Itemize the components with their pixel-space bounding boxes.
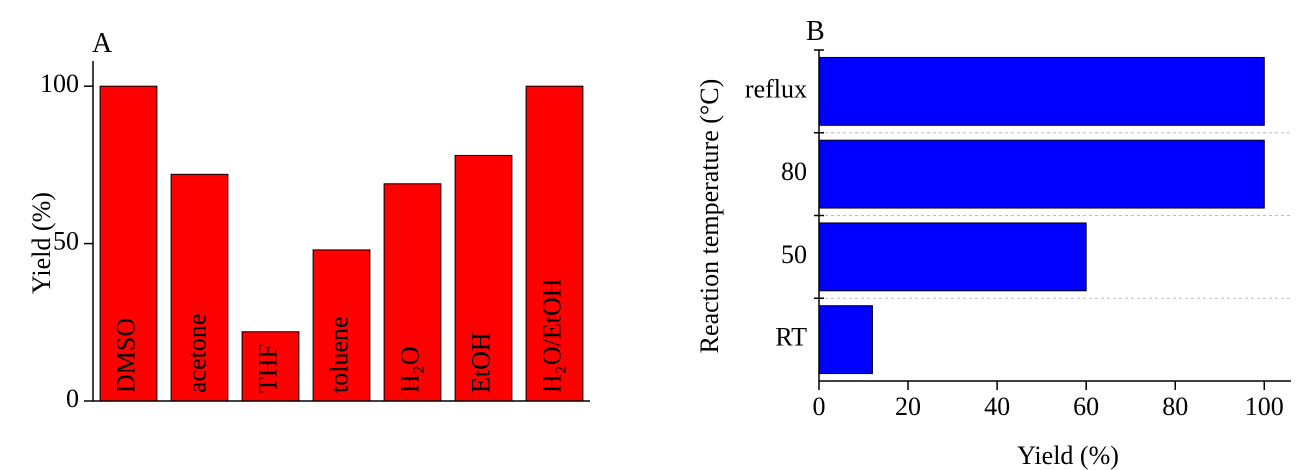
bar bbox=[99, 85, 158, 402]
x-tick-label: 60 bbox=[1073, 392, 1099, 421]
panel-a-title: A bbox=[92, 28, 113, 59]
category-label: toluene bbox=[324, 316, 353, 393]
category-label: H₂O bbox=[395, 346, 424, 393]
bar bbox=[170, 173, 229, 402]
category-label: THF bbox=[253, 344, 282, 393]
panel-a-y-label: Yield (%) bbox=[27, 192, 56, 294]
bar bbox=[454, 154, 513, 402]
category-label: EtOH bbox=[466, 332, 495, 393]
bar bbox=[818, 305, 873, 375]
category-label: H₂O/EtOH bbox=[537, 278, 566, 393]
x-tick-label: 80 bbox=[1162, 392, 1188, 421]
y-tick-label: reflux bbox=[745, 74, 807, 103]
y-tick-label: 50 bbox=[781, 240, 807, 269]
bar bbox=[383, 183, 442, 402]
category-label: acetone bbox=[182, 314, 211, 393]
panel-b-title: B bbox=[806, 16, 825, 47]
category-label: DMSO bbox=[111, 318, 140, 393]
bar bbox=[818, 56, 1265, 126]
bar bbox=[818, 222, 1087, 292]
panel-b-x-label: Yield (%) bbox=[1017, 441, 1119, 470]
x-tick-label: 20 bbox=[895, 392, 921, 421]
bar bbox=[241, 331, 300, 402]
x-tick-label: 40 bbox=[984, 392, 1010, 421]
panel-b-y-label: Reaction temperature (°C) bbox=[695, 79, 724, 354]
y-tick-label: 50 bbox=[53, 227, 79, 256]
bar bbox=[312, 249, 371, 402]
y-tick-label: RT bbox=[775, 323, 807, 352]
y-tick-label: 0 bbox=[66, 384, 79, 413]
bar bbox=[818, 139, 1265, 209]
y-tick-label: 100 bbox=[40, 69, 79, 98]
x-tick-label: 100 bbox=[1245, 392, 1284, 421]
x-tick-label: 0 bbox=[813, 392, 826, 421]
y-tick-label: 80 bbox=[781, 157, 807, 186]
